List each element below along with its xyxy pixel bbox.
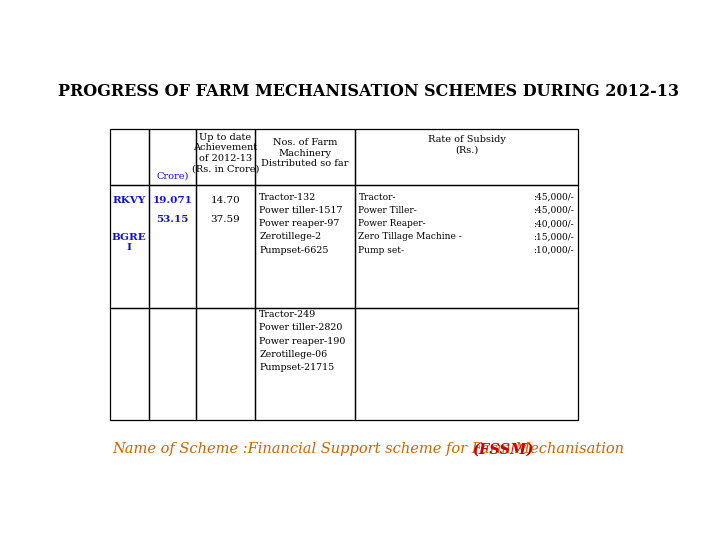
Bar bbox=[355, 129, 578, 185]
Text: (FSSM): (FSSM) bbox=[472, 442, 534, 456]
Text: 19.071: 19.071 bbox=[153, 196, 192, 205]
Bar bbox=[255, 308, 355, 420]
Text: 14.70: 14.70 bbox=[210, 196, 240, 205]
Bar bbox=[255, 185, 355, 308]
Text: Nos. of Farm
Machinery
Distributed so far: Nos. of Farm Machinery Distributed so fa… bbox=[261, 138, 348, 168]
Text: Up to date
Achievement
of 2012-13
(Rs. in Crore): Up to date Achievement of 2012-13 (Rs. i… bbox=[192, 133, 259, 173]
Bar bbox=[148, 308, 196, 420]
Text: Tractor-132
Power tiller-1517
Power reaper-97
Zerotillege-2
Pumpset-6625: Tractor-132 Power tiller-1517 Power reap… bbox=[259, 193, 343, 255]
Text: Name of Scheme :Financial Support scheme for Farm Mechanisation: Name of Scheme :Financial Support scheme… bbox=[112, 442, 629, 456]
Text: Tractor-249
Power tiller-2820
Power reaper-190
Zerotillege-06
Pumpset-21715: Tractor-249 Power tiller-2820 Power reap… bbox=[259, 310, 346, 372]
Bar bbox=[255, 129, 355, 185]
Text: Tractor-
Power Tiller-
Power Reaper-
Zero Tillage Machine -
Pump set-: Tractor- Power Tiller- Power Reaper- Zer… bbox=[359, 193, 462, 255]
Text: PROGRESS OF FARM MECHANISATION SCHEMES DURING 2012-13: PROGRESS OF FARM MECHANISATION SCHEMES D… bbox=[58, 83, 680, 100]
Bar bbox=[355, 308, 578, 420]
Bar bbox=[355, 185, 578, 308]
Bar bbox=[109, 185, 148, 308]
Bar bbox=[109, 129, 148, 185]
Bar bbox=[196, 129, 255, 185]
Bar bbox=[148, 129, 196, 185]
Text: RKVY: RKVY bbox=[112, 196, 145, 205]
Text: Rate of Subsidy
(Rs.): Rate of Subsidy (Rs.) bbox=[428, 135, 505, 154]
Bar bbox=[148, 185, 196, 308]
Bar bbox=[196, 185, 255, 308]
Text: BGRE
I: BGRE I bbox=[112, 233, 146, 252]
Text: :45,000/-
:45,000/-
:40,000/-
:15,000/-
:10,000/-: :45,000/- :45,000/- :40,000/- :15,000/- … bbox=[533, 193, 574, 255]
Text: 53.15: 53.15 bbox=[156, 215, 189, 224]
Bar bbox=[196, 308, 255, 420]
Text: Crore): Crore) bbox=[156, 171, 189, 180]
Text: 37.59: 37.59 bbox=[210, 215, 240, 224]
Bar bbox=[109, 308, 148, 420]
